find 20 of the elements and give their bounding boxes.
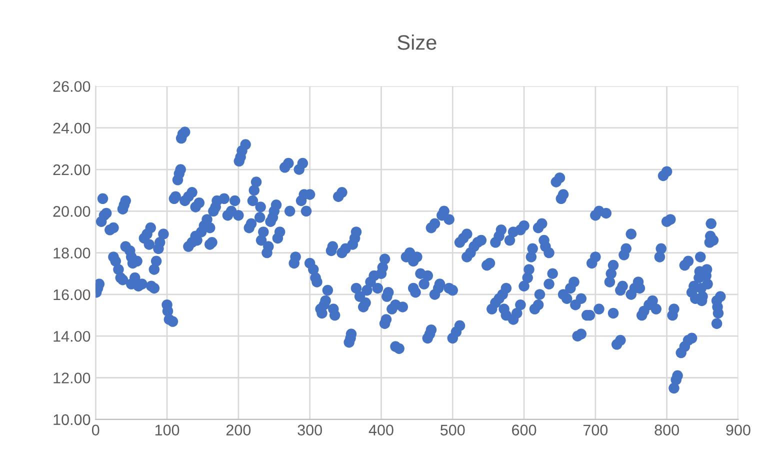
x-tick-label: 200 [226, 424, 251, 436]
x-tick-label: 700 [583, 424, 608, 436]
y-tick-label: 20.00 [53, 206, 90, 217]
y-tick-label: 14.00 [54, 330, 90, 342]
y-tick-label: 22.00 [53, 164, 90, 176]
x-tick-label: 600 [512, 424, 536, 436]
x-tick-label: 0 [92, 424, 100, 436]
x-tick-label: 100 [155, 424, 180, 436]
x-tick-label: 900 [726, 424, 750, 436]
chart-title: Size [398, 34, 436, 50]
x-tick-label: 500 [440, 424, 465, 436]
x-tick-label: 400 [368, 424, 394, 436]
x-tick-label: 300 [298, 424, 322, 436]
y-tick-label: 10.00 [54, 414, 90, 426]
y-tick-label: 18.00 [54, 248, 90, 258]
y-tick-label: 26.00 [53, 81, 90, 92]
y-tick-label: 16.00 [54, 289, 90, 300]
y-tick-label: 12.00 [54, 372, 90, 384]
x-tick-label: 800 [654, 424, 679, 436]
y-tick-label: 24.00 [53, 122, 90, 134]
